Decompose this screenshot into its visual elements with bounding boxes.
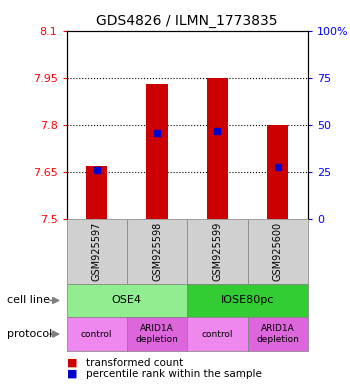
Text: GSM925600: GSM925600 <box>273 222 283 281</box>
Text: transformed count: transformed count <box>86 358 183 368</box>
Text: ■: ■ <box>66 369 77 379</box>
Text: percentile rank within the sample: percentile rank within the sample <box>86 369 262 379</box>
Text: IOSE80pc: IOSE80pc <box>221 295 274 306</box>
Text: ARID1A
depletion: ARID1A depletion <box>256 324 299 344</box>
Bar <box>147 84 168 219</box>
Text: protocol: protocol <box>7 329 52 339</box>
Text: OSE4: OSE4 <box>112 295 142 306</box>
Text: GSM925599: GSM925599 <box>212 222 223 281</box>
Bar <box>207 78 228 219</box>
Title: GDS4826 / ILMN_1773835: GDS4826 / ILMN_1773835 <box>97 14 278 28</box>
Text: GSM925597: GSM925597 <box>92 222 102 281</box>
Text: cell line: cell line <box>7 295 50 306</box>
Bar <box>267 125 288 219</box>
Bar <box>86 166 107 219</box>
Text: control: control <box>81 329 112 339</box>
Text: ARID1A
depletion: ARID1A depletion <box>136 324 178 344</box>
Text: GSM925598: GSM925598 <box>152 222 162 281</box>
Text: ■: ■ <box>66 358 77 368</box>
Text: control: control <box>202 329 233 339</box>
